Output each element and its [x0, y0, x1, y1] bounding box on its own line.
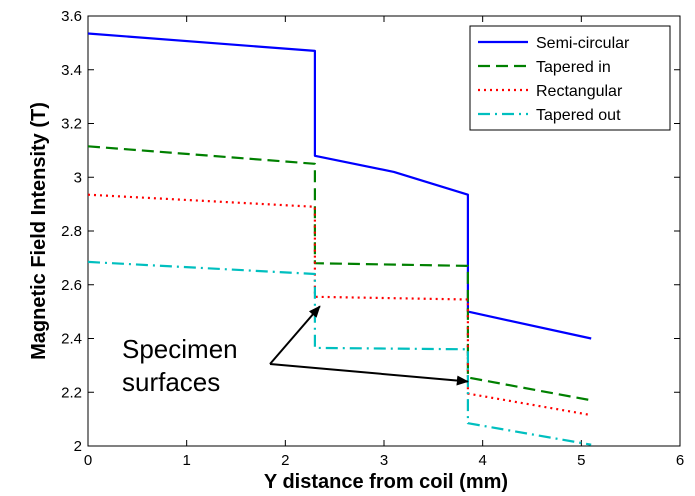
y-tick-label: 2.2: [61, 384, 82, 401]
series-line-tapered-in: [87, 145, 592, 402]
y-tick-label: 3.2: [61, 116, 82, 133]
y-axis-title: Magnetic Field Intensity (T): [28, 102, 50, 360]
x-axis-title: Y distance from coil (mm): [264, 471, 508, 493]
legend: Semi-circular Tapered in Rectangular Tapere…: [469, 25, 671, 131]
x-tick-label: 5: [577, 452, 585, 469]
annotation-arrow: [269, 305, 321, 365]
y-tick-label: 3: [74, 169, 82, 186]
annotation-arrow: [269, 363, 469, 386]
y-tick-label: 3.4: [61, 62, 82, 79]
x-tick-label: 1: [182, 452, 190, 469]
annotation-text: surfaces: [122, 367, 220, 397]
legend-label: Tapered out: [536, 107, 621, 124]
x-tick-label: 4: [478, 452, 486, 469]
plot-area: 0 1 2 3 4 5 6 2 2.2 2.4 2.6 2.8 3 3.2 3.4 3.6: [61, 8, 684, 469]
y-tick-label: 2.6: [61, 277, 82, 294]
legend-box: [469, 25, 671, 131]
annotation-text: Specimen: [122, 334, 238, 364]
y-tick-label: 2: [74, 438, 82, 455]
legend-label: Semi-circular: [536, 35, 630, 52]
y-tick-label: 3.6: [61, 8, 82, 25]
x-tick-label: 3: [380, 452, 388, 469]
x-tick-label: 2: [281, 452, 289, 469]
series-line-tapered-out: [87, 260, 592, 446]
y-tick-label: 2.8: [61, 223, 82, 240]
legend-label: Tapered in: [536, 59, 611, 76]
y-tick-label: 2.4: [61, 331, 82, 348]
legend-label: Rectangular: [536, 83, 623, 100]
x-tick-label: 0: [84, 452, 92, 469]
x-tick-label: 6: [676, 452, 684, 469]
